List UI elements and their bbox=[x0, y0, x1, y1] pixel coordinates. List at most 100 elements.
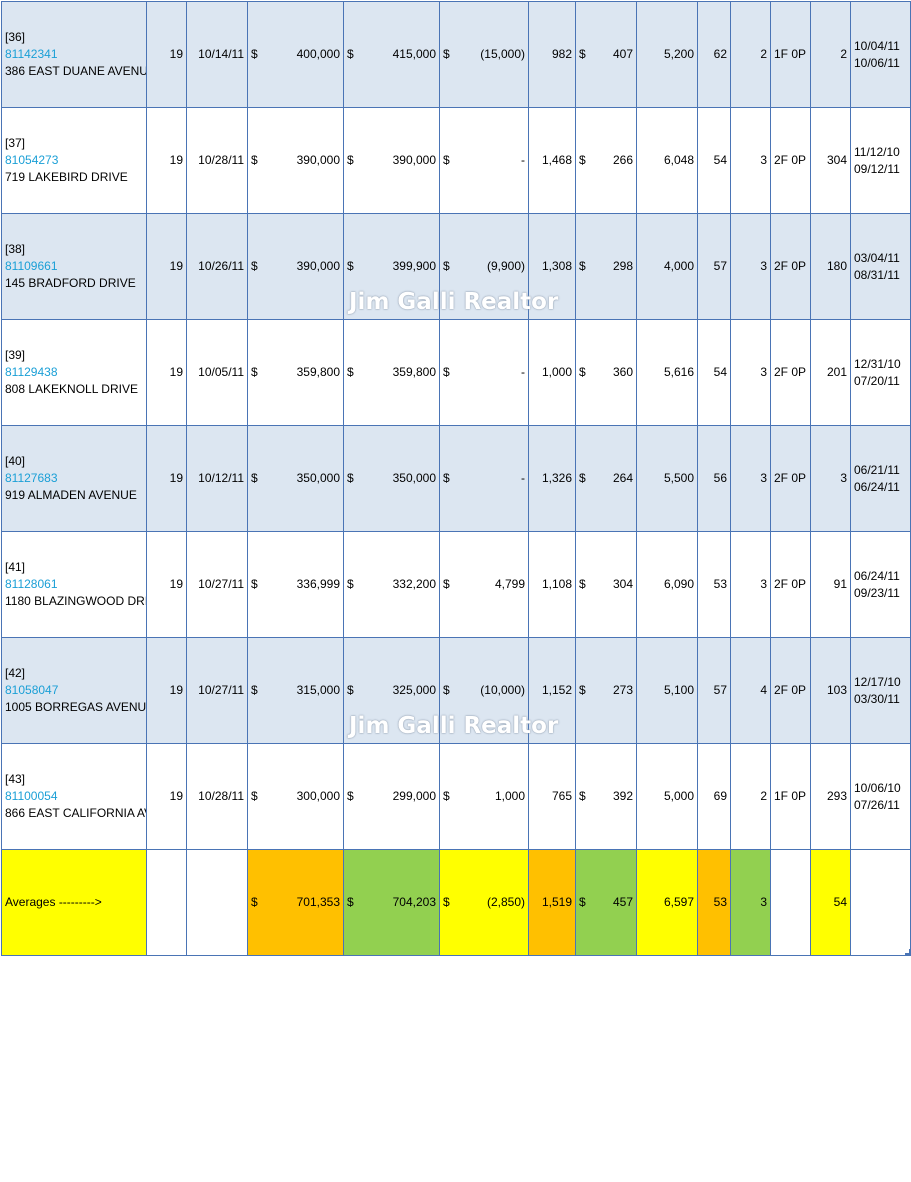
property-address: 866 EAST CALIFORNIA AVENUE bbox=[5, 806, 146, 820]
averages-difference: $ (2,850) bbox=[439, 849, 529, 956]
beds-cell: 3 bbox=[730, 319, 771, 426]
difference-cell: $4,799 bbox=[439, 531, 529, 638]
dates-cell: 10/06/10 07/26/11 bbox=[850, 743, 911, 850]
date-listed: 06/24/11 bbox=[854, 568, 900, 583]
sales-table: [36] 81142341 386 EAST DUANE AVENUE 19 10/14… bbox=[1, 1, 911, 956]
mls-number-link[interactable]: 81128061 bbox=[5, 577, 58, 591]
sale-price-cell: $332,200 bbox=[343, 531, 440, 638]
listing-index: [39] bbox=[5, 348, 26, 362]
mls-number-link[interactable]: 81109661 bbox=[5, 259, 58, 273]
beds-cell: 3 bbox=[730, 425, 771, 532]
dates-cell: 12/31/10 07/20/11 bbox=[850, 319, 911, 426]
date-pending: 09/23/11 bbox=[854, 585, 900, 600]
listing-index: [36] bbox=[5, 30, 26, 44]
averages-lot-size: 6,597 bbox=[636, 849, 698, 956]
price-per-sqft-cell: $392 bbox=[575, 743, 637, 850]
mls-number-link[interactable]: 81100054 bbox=[5, 789, 58, 803]
listing-index: [43] bbox=[5, 772, 26, 786]
sqft-cell: 1,152 bbox=[528, 637, 576, 744]
mls-number-link[interactable]: 81129438 bbox=[5, 365, 58, 379]
price-per-sqft-cell: $360 bbox=[575, 319, 637, 426]
listing-index: [41] bbox=[5, 560, 26, 574]
age-cell: 53 bbox=[697, 531, 731, 638]
lot-size-cell: 5,100 bbox=[636, 637, 698, 744]
difference-cell: $ (10,000) bbox=[439, 637, 529, 744]
sold-date-cell: 10/28/11 bbox=[186, 107, 248, 214]
baths-cell: 2F 0P bbox=[770, 531, 811, 638]
averages-row: Averages ---------> $701,353 $704,203 $(… bbox=[1, 849, 911, 956]
property-address: 1005 BORREGAS AVENUE bbox=[5, 700, 147, 714]
sqft-cell: 765 bbox=[528, 743, 576, 850]
baths-cell: 2F 0P bbox=[770, 213, 811, 320]
baths-cell: 2F 0P bbox=[770, 107, 811, 214]
property-cell: [40] 81127683 919 ALMADEN AVENUE bbox=[1, 425, 147, 532]
list-price-cell: $359,800 bbox=[247, 319, 344, 426]
area-cell: 19 bbox=[146, 319, 187, 426]
beds-cell: 4 bbox=[730, 637, 771, 744]
beds-cell: 3 bbox=[730, 213, 771, 320]
mls-number-link[interactable]: 81142341 bbox=[5, 47, 58, 61]
lot-size-cell: 5,616 bbox=[636, 319, 698, 426]
baths-cell: 2F 0P bbox=[770, 425, 811, 532]
date-pending: 09/12/11 bbox=[854, 161, 900, 176]
property-address: 719 LAKEBIRD DRIVE bbox=[5, 170, 128, 184]
averages-sale-price: $704,203 bbox=[343, 849, 440, 956]
dates-cell: 06/24/11 09/23/11 bbox=[850, 531, 911, 638]
mls-number-link[interactable]: 81058047 bbox=[5, 683, 59, 697]
difference-cell: $ - bbox=[439, 319, 529, 426]
lot-size-cell: 6,048 bbox=[636, 107, 698, 214]
difference-cell: $ (9,900) bbox=[439, 213, 529, 320]
sale-price-cell: $299,000 bbox=[343, 743, 440, 850]
date-pending: 06/24/11 bbox=[854, 479, 900, 494]
sold-date-cell: 10/27/11 bbox=[186, 637, 248, 744]
area-cell: 19 bbox=[146, 213, 187, 320]
date-listed: 10/04/11 bbox=[854, 38, 900, 53]
age-cell: 57 bbox=[697, 637, 731, 744]
resize-handle[interactable] bbox=[905, 949, 911, 955]
area-cell: 19 bbox=[146, 637, 187, 744]
age-cell: 54 bbox=[697, 107, 731, 214]
date-listed: 03/04/11 bbox=[854, 250, 900, 265]
price-per-sqft-cell: $266 bbox=[575, 107, 637, 214]
baths-cell: 2F 0P bbox=[770, 319, 811, 426]
age-cell: 69 bbox=[697, 743, 731, 850]
date-listed: 11/12/10 bbox=[854, 144, 900, 159]
property-cell: [38] 81109661 145 BRADFORD DRIVE bbox=[1, 213, 147, 320]
listing-index: [40] bbox=[5, 454, 26, 468]
sqft-cell: 1,000 bbox=[528, 319, 576, 426]
sale-price-cell: $359,800 bbox=[343, 319, 440, 426]
dom-cell: 3 bbox=[810, 425, 851, 532]
mls-number-link[interactable]: 81127683 bbox=[5, 471, 58, 485]
sold-date-cell: 10/12/11 bbox=[186, 425, 248, 532]
list-price-cell: $315,000 bbox=[247, 637, 344, 744]
date-listed: 06/21/11 bbox=[854, 462, 900, 477]
listing-index: [37] bbox=[5, 136, 26, 150]
area-cell: 19 bbox=[146, 743, 187, 850]
dom-cell: 180 bbox=[810, 213, 851, 320]
sale-price-cell: $399,900 bbox=[343, 213, 440, 320]
averages-dom: 54 bbox=[810, 849, 851, 956]
sqft-cell: 1,308 bbox=[528, 213, 576, 320]
dates-cell: 11/12/10 09/12/11 bbox=[850, 107, 911, 214]
lot-size-cell: 5,200 bbox=[636, 1, 698, 108]
sale-price-cell: $390,000 bbox=[343, 107, 440, 214]
averages-blank-baths bbox=[770, 849, 811, 956]
date-listed: 12/17/10 bbox=[854, 674, 901, 689]
age-cell: 57 bbox=[697, 213, 731, 320]
baths-cell: 1F 0P bbox=[770, 743, 811, 850]
property-address: 145 BRADFORD DRIVE bbox=[5, 276, 136, 290]
sale-price-cell: $415,000 bbox=[343, 1, 440, 108]
dom-cell: 2 bbox=[810, 1, 851, 108]
property-address: 1180 BLAZINGWOOD DRIVE bbox=[5, 594, 146, 608]
mls-number-link[interactable]: 81054273 bbox=[5, 153, 59, 167]
date-pending: 10/06/11 bbox=[854, 55, 900, 70]
age-cell: 54 bbox=[697, 319, 731, 426]
list-price-cell: $350,000 bbox=[247, 425, 344, 532]
date-listed: 12/31/10 bbox=[854, 356, 901, 371]
averages-price-per-sqft: $457 bbox=[575, 849, 637, 956]
difference-cell: $ - bbox=[439, 425, 529, 532]
price-per-sqft-cell: $273 bbox=[575, 637, 637, 744]
sold-date-cell: 10/28/11 bbox=[186, 743, 248, 850]
table-row: [37] 81054273 719 LAKEBIRD DRIVE 19 10/28/11… bbox=[1, 107, 911, 214]
sqft-cell: 982 bbox=[528, 1, 576, 108]
